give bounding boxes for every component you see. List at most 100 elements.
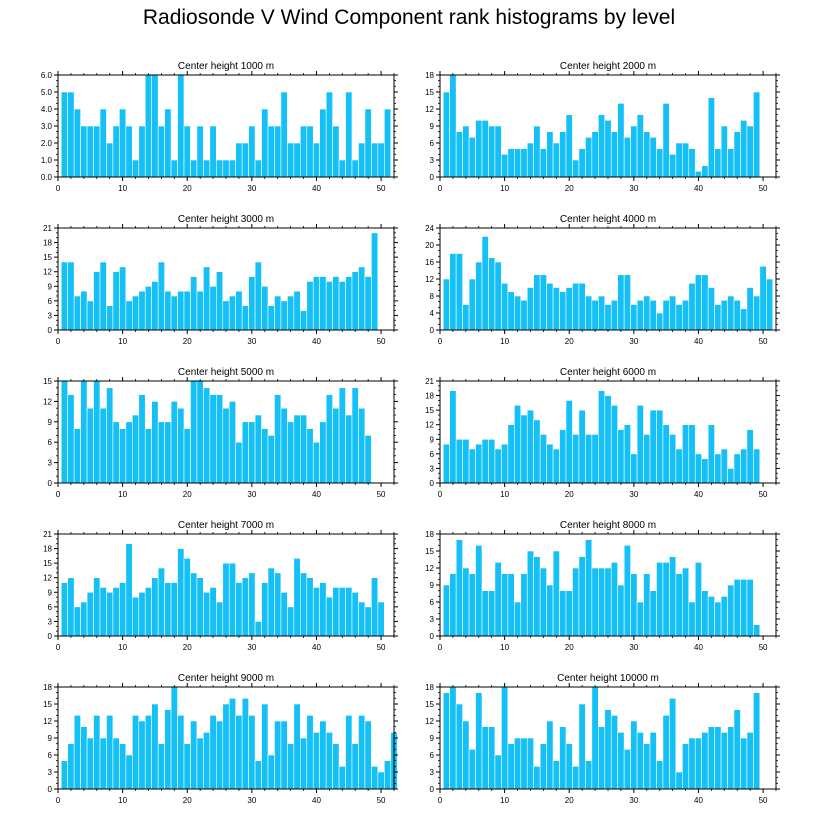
chart-2-ytick-label: 3 [48,311,53,320]
chart-4-bar [300,414,308,484]
chart-9-xtick-label: 30 [629,796,638,805]
chart-0-bar [203,159,211,178]
chart-2-bar [261,285,269,331]
chart-1-ytick-label: 18 [425,71,434,80]
chart-8-ytick-label: 3 [48,768,53,777]
chart-2-ytick-label: 12 [43,268,52,277]
chart-4-bar [80,380,88,484]
chart-2-bar [312,276,320,331]
chart-8-bar [345,715,353,790]
chart-8-bar [358,715,366,790]
chart-0-bar [235,142,243,178]
chart-2-bar [119,266,127,331]
chart-0-bar [293,142,301,178]
chart-4-bar [99,407,107,484]
chart-9-bar [688,737,696,790]
chart-3-bar [494,261,502,331]
chart-2-xtick-label: 20 [183,337,192,346]
chart-9-xtick-label: 0 [438,796,443,805]
chart-3-bar [701,274,709,331]
chart-6-bar [377,601,385,637]
chart-2-bar [319,276,327,331]
chart-5-bar [501,443,509,484]
chart-9-bar [662,715,670,790]
chart-2-bar [60,261,68,331]
chart-9-ytick-label: 3 [430,768,435,777]
chart-9-ytick-label: 0 [430,785,435,794]
chart-1-bar [701,165,709,178]
chart-7-bar [720,596,728,637]
chart-7-bar [727,584,735,637]
chart-1-xtick-label: 30 [629,184,638,193]
chart-3-bar [501,282,509,331]
chart-6-bar [222,562,230,637]
chart-4-ytick-label: 6 [48,438,53,447]
chart-5-xtick-label: 0 [438,490,443,499]
chart-4-xtick-label: 50 [377,490,386,499]
chart-8-xtick-label: 40 [312,796,321,805]
chart-6-bar [254,621,262,637]
chart-8-bar [86,737,94,790]
chart-7-bar [630,573,638,637]
chart-0-bar [371,142,379,178]
chart-6-bar [157,567,165,637]
chart-3-ytick-label: 12 [425,275,434,284]
chart-3-bar [578,282,586,331]
chart-9-bar [598,726,606,790]
chart-8-bar [60,760,68,790]
chart-3-bar [546,282,554,331]
chart-8-bar [241,698,249,790]
chart-0-bar [67,91,75,178]
chart-2-bar [345,276,353,331]
chart-9-ytick-label: 9 [430,734,435,743]
chart-3-bar [585,295,593,331]
chart-3-bar [694,274,702,331]
chart-5-bar [656,409,664,484]
chart-4-bar [138,394,146,484]
chart-9-bar [565,743,573,790]
chart-9-bar [501,686,509,790]
chart-9-xtick-label: 10 [500,796,509,805]
chart-1-bar [604,120,612,178]
chart-4-ytick-label: 0 [48,479,53,488]
chart-0-bar [306,125,314,178]
chart-4-bar [203,387,211,484]
chart-1-bar [572,159,580,178]
chart-5-bar [442,443,450,484]
chart-5-ytick-label: 12 [425,421,434,430]
chart-8-bar [222,703,230,790]
chart-9-bar [727,726,735,790]
chart-9-bar [507,743,515,790]
chart-0-bar [151,74,159,178]
chart-6-ytick-label: 6 [48,603,53,612]
chart-4-bar [177,407,185,484]
chart-5-bar [591,434,599,484]
chart-9-xtick-label: 40 [694,796,703,805]
chart-2-bar [157,261,165,331]
chart-2-bar [203,266,211,331]
chart-7-bar [449,573,457,637]
chart-2-bar [351,271,359,331]
chart-6-bar [325,596,333,637]
chart-0-bar [99,108,107,178]
chart-6-bar [203,591,211,637]
chart-0-bar [177,74,185,178]
chart-2-bar [177,290,185,331]
chart-4-bar [209,394,217,484]
chart-1-ytick-label: 9 [430,122,435,131]
chart-3-bar [733,299,741,331]
chart-9-bar [455,703,463,790]
chart-2-bar [274,295,282,331]
chart-7-bar [578,556,586,637]
chart-0-xtick-label: 20 [183,184,192,193]
chart-6-bar [228,562,236,637]
chart-1-bar [656,148,664,178]
chart-2-title: Center height 3000 m [178,214,274,225]
chart-0-bar [254,159,262,178]
chart-0-bar [287,142,295,178]
chart-8-bar [364,720,372,790]
chart-3-title: Center height 4000 m [560,214,656,225]
chart-0-bar [364,108,372,178]
chart-1-bar [662,103,670,178]
chart-5-bar [733,453,741,484]
